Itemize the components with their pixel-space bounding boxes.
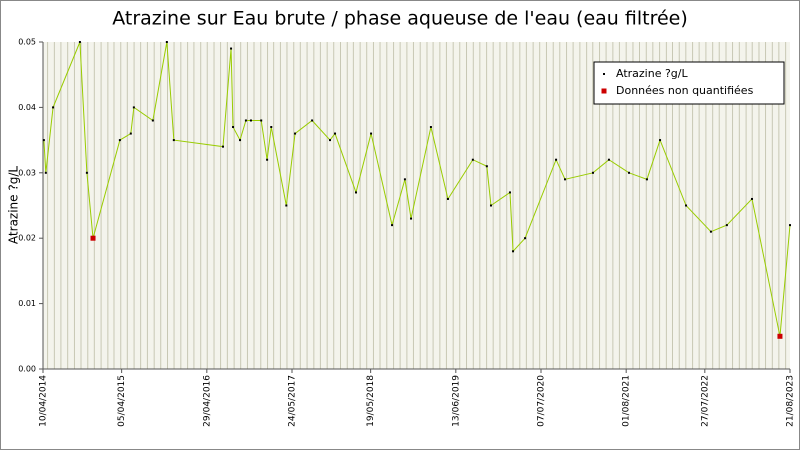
data-point (249, 119, 252, 122)
data-point (709, 230, 712, 233)
data-point (446, 197, 449, 200)
y-tick-label: 0.05 (18, 38, 36, 47)
data-point (44, 171, 47, 174)
data-point (329, 139, 332, 142)
legend-label: Atrazine ?g/L (616, 67, 689, 80)
y-tick-label: 0.02 (18, 234, 36, 243)
x-tick-label: 19/05/2018 (366, 375, 376, 427)
legend-label: Données non quantifiées (616, 84, 754, 97)
x-tick-label: 29/04/2016 (202, 375, 212, 427)
data-point (52, 106, 55, 109)
data-point (221, 145, 224, 148)
data-point (659, 139, 662, 142)
y-tick-label: 0.03 (18, 168, 36, 177)
data-point (485, 165, 488, 168)
x-tick-label: 05/04/2015 (117, 375, 127, 427)
data-point (564, 178, 567, 181)
data-point (489, 204, 492, 207)
data-point (239, 139, 242, 142)
data-point (129, 132, 132, 135)
data-point (471, 158, 474, 161)
data-point (244, 119, 247, 122)
data-point (165, 41, 168, 43)
data-point (85, 171, 88, 174)
data-point (334, 132, 337, 135)
x-tick-label: 24/05/2017 (288, 375, 298, 427)
legend-box (593, 61, 785, 105)
x-tick-label: 27/07/2022 (700, 375, 710, 427)
non-quantified-point (777, 333, 783, 339)
x-tick-label: 07/07/2020 (537, 375, 547, 427)
data-point (591, 171, 594, 174)
data-point (403, 178, 406, 181)
x-tick-label: 21/08/2023 (786, 375, 796, 427)
y-tick-label: 0.01 (18, 299, 36, 308)
y-tick-label: 0.00 (18, 365, 36, 374)
data-point (607, 158, 610, 161)
data-point (645, 178, 648, 181)
chart-title: Atrazine sur Eau brute / phase aqueuse d… (112, 8, 688, 30)
y-axis-label: Atrazine ?g/L (7, 166, 21, 244)
data-point (391, 224, 394, 227)
x-tick-label: 10/04/2014 (39, 375, 49, 427)
x-tick-label: 13/06/2019 (451, 375, 461, 427)
data-point (172, 139, 175, 142)
data-point (508, 191, 511, 194)
data-point (725, 224, 728, 227)
data-point (354, 191, 357, 194)
data-point (410, 217, 413, 220)
data-point (230, 47, 233, 50)
data-point (512, 250, 515, 253)
data-point (151, 119, 154, 122)
data-point (260, 119, 263, 122)
data-point (685, 204, 688, 207)
data-point (285, 204, 288, 207)
data-point (294, 132, 297, 135)
series-line (43, 41, 791, 337)
data-point (232, 126, 235, 129)
data-point (42, 139, 45, 142)
x-tick-label: 01/08/2021 (622, 375, 632, 427)
legend-marker (603, 73, 605, 75)
data-point (370, 132, 373, 135)
data-point (750, 197, 753, 200)
data-point (429, 126, 432, 129)
data-point (789, 224, 791, 227)
legend: Atrazine ?g/L Données non quantifiées (593, 61, 785, 105)
data-point (270, 126, 273, 129)
legend-marker (601, 88, 607, 94)
data-point (524, 237, 527, 240)
data-point (118, 139, 121, 142)
data-point (628, 171, 631, 174)
y-tick-label: 0.04 (18, 103, 36, 112)
data-point (311, 119, 314, 122)
data-point (132, 106, 135, 109)
data-point (266, 158, 269, 161)
non-quantified-point (90, 235, 96, 241)
data-point (78, 41, 81, 43)
data-point (555, 158, 558, 161)
